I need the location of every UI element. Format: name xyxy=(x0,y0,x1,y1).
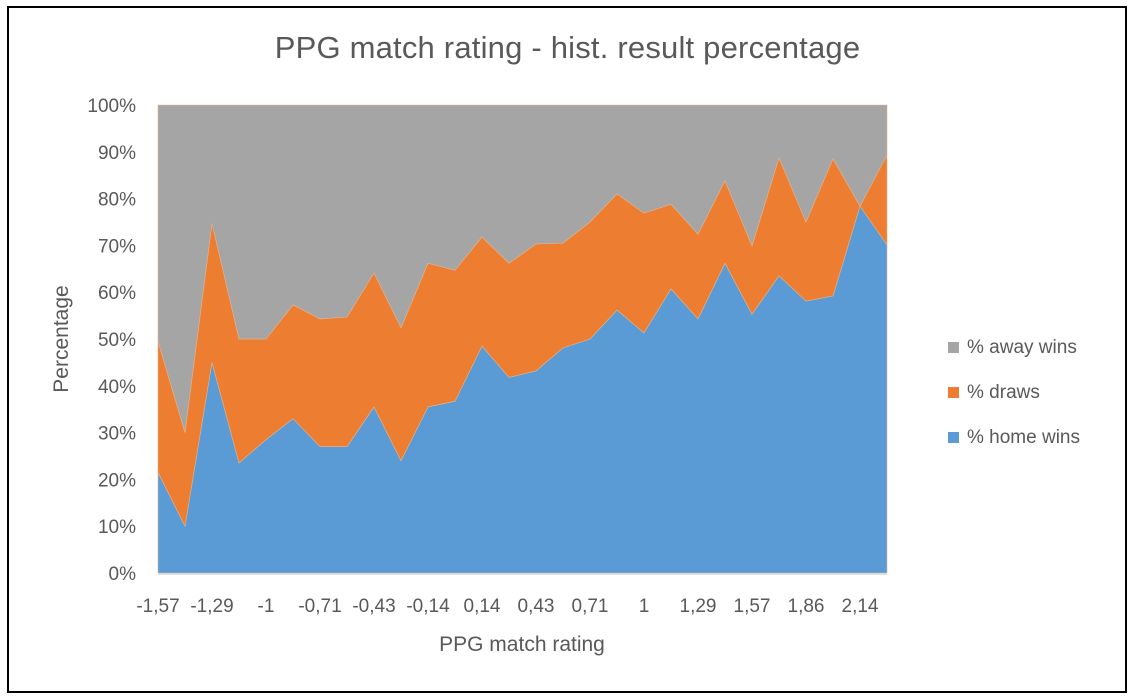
legend-swatch-home-wins xyxy=(948,432,959,443)
x-tick-label: -0,14 xyxy=(406,596,450,617)
y-axis-ticks: 0% 10% 20% 30% 40% 50% 60% 70% 80% 90% 100% xyxy=(87,96,136,585)
legend: % away wins % draws % home wins xyxy=(948,325,1080,460)
y-tick-label: 60% xyxy=(98,283,136,304)
legend-swatch-away-wins xyxy=(948,342,959,353)
x-tick-label: -1,57 xyxy=(136,596,179,617)
legend-item-away-wins: % away wins xyxy=(948,325,1080,370)
x-tick-label: 0,14 xyxy=(464,596,501,617)
x-tick-label: -1 xyxy=(258,596,275,617)
x-tick-label: -0,43 xyxy=(352,596,395,617)
stacked-areas xyxy=(157,104,888,574)
x-tick-label: 0,43 xyxy=(518,596,555,617)
y-tick-label: 40% xyxy=(98,377,136,398)
y-tick-label: 20% xyxy=(98,470,136,491)
y-axis-title: Percentage xyxy=(50,285,73,392)
legend-item-home-wins: % home wins xyxy=(948,415,1080,460)
y-tick-label: 70% xyxy=(98,236,136,257)
legend-label: % home wins xyxy=(967,426,1080,448)
x-tick-label: 1,86 xyxy=(788,596,825,617)
y-tick-label: 0% xyxy=(109,564,137,585)
y-tick-label: 90% xyxy=(98,143,136,164)
x-tick-label: -0,71 xyxy=(298,596,341,617)
chart-frame xyxy=(7,6,1127,693)
x-tick-label: 1 xyxy=(639,596,650,617)
legend-item-draws: % draws xyxy=(948,370,1080,415)
y-tick-label: 10% xyxy=(98,517,136,538)
chart-title: PPG match rating - hist. result percenta… xyxy=(274,30,861,65)
y-tick-label: 100% xyxy=(87,96,136,117)
x-tick-label: 1,29 xyxy=(680,596,717,617)
x-tick-label: 0,71 xyxy=(572,596,609,617)
x-axis-ticks: -1,57 -1,29 -1 -0,71 -0,43 -0,14 0,14 0,43 0,71 1… xyxy=(136,596,879,617)
legend-label: % draws xyxy=(967,381,1040,403)
x-axis-title: PPG match rating xyxy=(439,633,605,656)
y-tick-label: 50% xyxy=(98,330,136,351)
y-tick-label: 30% xyxy=(98,424,136,445)
x-tick-label: 1,57 xyxy=(734,596,771,617)
y-tick-label: 80% xyxy=(98,190,136,211)
legend-swatch-draws xyxy=(948,387,959,398)
x-tick-label: 2,14 xyxy=(842,596,879,617)
area-away-wins xyxy=(157,104,888,433)
x-tick-label: -1,29 xyxy=(190,596,233,617)
legend-label: % away wins xyxy=(967,336,1077,358)
